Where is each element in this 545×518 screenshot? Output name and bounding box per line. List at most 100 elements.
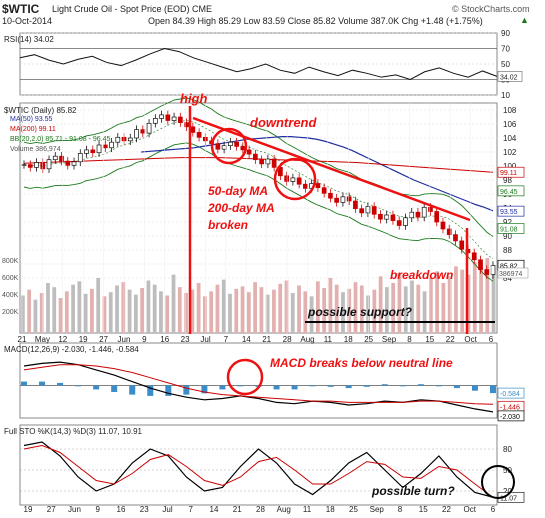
candle-body [403, 217, 408, 226]
macd-histogram-bar [381, 384, 388, 386]
price-x-label: 8 [407, 335, 412, 344]
sto-x-label: 11 [303, 505, 312, 514]
volume-bar [359, 285, 364, 333]
macd-title: MACD(12,26,9) -2.030, -1.446, -0.584 [4, 345, 139, 354]
legend-ma50: MA(50) 93.55 [10, 116, 53, 123]
legend-volume: Volume 386,974 [10, 146, 61, 153]
volume-bar [71, 284, 75, 333]
price-tick-label: 106 [503, 120, 517, 129]
volume-bar [278, 283, 283, 333]
volume-bar [240, 286, 245, 333]
volume-bar [21, 295, 25, 333]
candle-body [246, 149, 252, 155]
sto-x-label: Jul [162, 505, 172, 514]
volume-bar [334, 284, 339, 333]
sto-x-label: 6 [491, 505, 496, 514]
volume-bar [428, 278, 433, 333]
macd-histogram-bar [309, 385, 316, 387]
price-tick-label: 102 [503, 148, 517, 157]
rsi-title: RSI(14) 34.02 [4, 35, 54, 44]
candle-body [65, 160, 71, 166]
macd-histogram-bar [417, 384, 424, 386]
candle-body [409, 211, 415, 219]
volume-bar [460, 269, 465, 333]
annotation-macd: MACD breaks below neutral line [270, 356, 453, 370]
macd-histogram-bar [345, 385, 352, 389]
rsi-tick-label: 10 [501, 91, 510, 100]
candle-body [478, 259, 483, 270]
volume-bar [177, 287, 182, 333]
volume-bar [259, 287, 264, 333]
candle-body [140, 129, 146, 134]
price-x-label: 21 [18, 335, 27, 344]
candle-body [52, 155, 58, 161]
annotation-50day-ma: 50-day MA [208, 184, 269, 198]
sto-x-label: 9 [96, 505, 101, 514]
annotation-high: high [180, 91, 208, 106]
candle-body [259, 159, 264, 165]
price-tick-label: 88 [503, 246, 512, 255]
candle-body [59, 155, 64, 162]
macd-histogram-bar [219, 385, 226, 390]
candle-body [109, 141, 114, 149]
sto-x-label: Aug [277, 505, 291, 514]
candle-body [271, 158, 277, 168]
candle-body [359, 208, 365, 214]
legend-bb: BB(20,2.0) 85.71 - 91.08 - 96.45 [10, 136, 111, 143]
candle-body [384, 214, 390, 220]
price-tick-label: 84 [503, 274, 512, 283]
sto-x-label: 27 [47, 505, 56, 514]
rsi-tick-label: 90 [501, 29, 510, 38]
macd-signal-line [23, 364, 494, 405]
volume-bar [341, 292, 345, 333]
volume-bar [171, 274, 176, 333]
price-value-label: 85.82 [500, 263, 518, 270]
candle-body [290, 177, 296, 182]
volume-bar [485, 258, 490, 333]
candle-body [228, 141, 233, 147]
volume-bar [466, 274, 471, 333]
volume-bar [253, 282, 257, 333]
macd-histogram-bar [21, 381, 27, 386]
volume-bar [190, 289, 195, 333]
macd-line [23, 361, 494, 413]
price-tick-label: 90 [503, 232, 512, 241]
sto-x-label: 18 [326, 505, 335, 514]
macd-cross-circle [226, 358, 264, 396]
volume-bar [52, 287, 57, 333]
candle-body [215, 143, 221, 150]
macd-histogram-bar [165, 385, 172, 396]
candle-body [21, 164, 27, 166]
macd-histogram-bar [129, 385, 136, 395]
volume-bar [435, 271, 440, 333]
price-x-label: 18 [344, 335, 353, 344]
volume-bar [403, 286, 408, 333]
sto-d-line [23, 444, 494, 498]
volume-bar [27, 289, 32, 333]
macd-histogram-bar [327, 385, 334, 387]
ma-break-circle-1 [210, 127, 248, 165]
sto-tick-label: 80 [503, 445, 512, 454]
volume-bar [309, 296, 314, 333]
price-x-label: 19 [79, 335, 88, 344]
candle-body [346, 196, 352, 202]
volume-bar [303, 291, 308, 333]
date-label: 10-Oct-2014 [2, 16, 53, 26]
volume-bar [366, 295, 370, 333]
rsi-tick-label: 70 [501, 45, 510, 54]
price-tick-label: 92 [503, 218, 512, 227]
macd-histogram-bar [183, 385, 190, 395]
volume-bar [372, 289, 377, 333]
volume-value-box [497, 267, 529, 279]
volume-bar [146, 280, 151, 333]
annotation-overlays [188, 106, 515, 499]
price-tick-label: 104 [503, 134, 517, 143]
volume-bar [284, 280, 289, 333]
sto-x-label: 22 [442, 505, 451, 514]
volume-bar [322, 288, 327, 333]
annotation-broken: broken [208, 218, 249, 232]
volume-axis-label: 800K [2, 258, 19, 265]
volume-bar [108, 292, 113, 333]
volume-bar [121, 282, 126, 333]
sto-x-label: Sep [370, 505, 385, 514]
